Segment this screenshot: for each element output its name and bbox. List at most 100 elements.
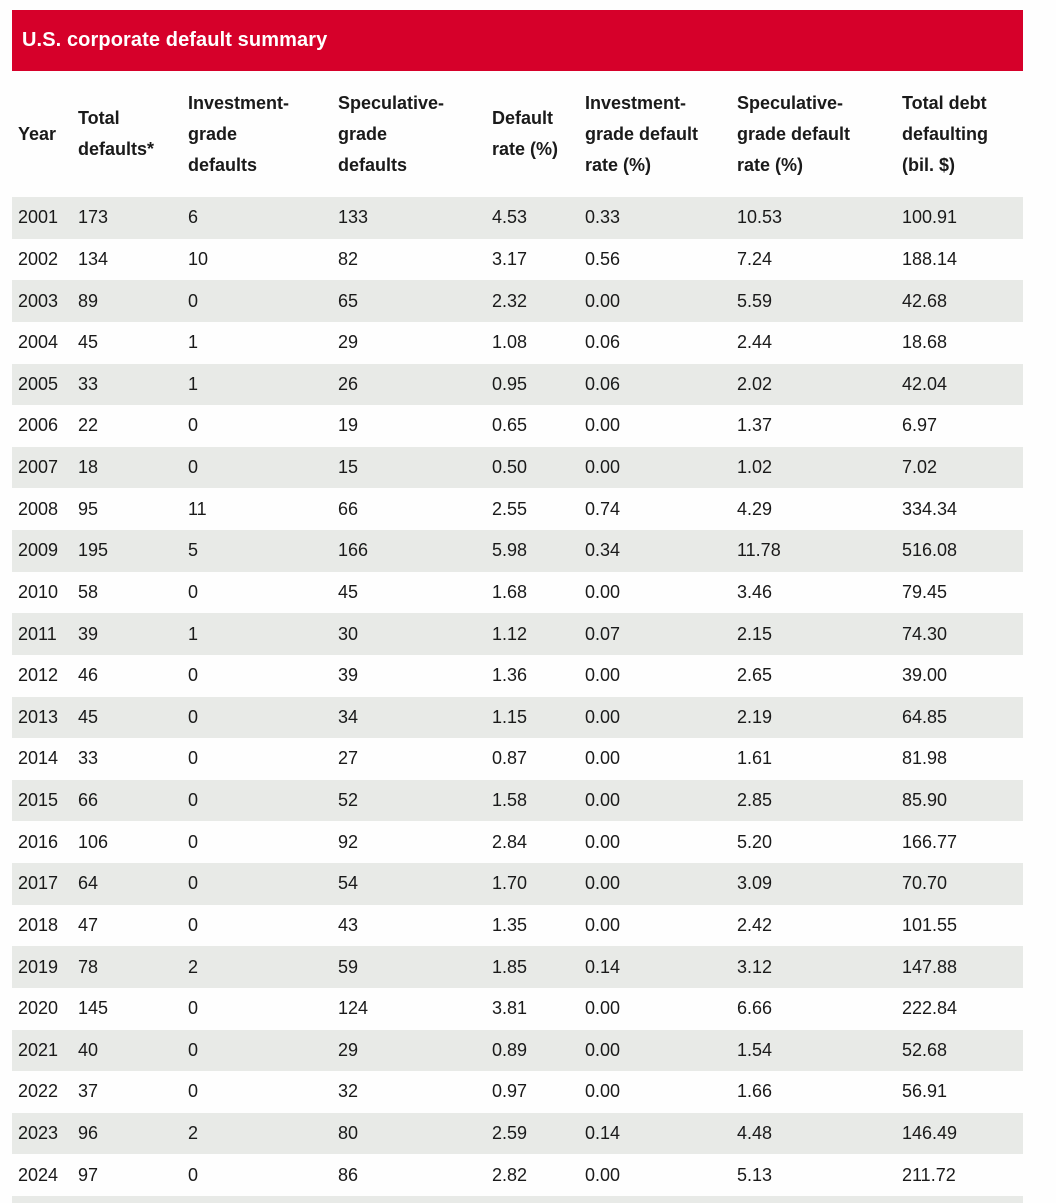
- cell-default-rate: 1.68: [492, 581, 528, 602]
- table-row-2010: 2010 58 0 45 1.68 0.00 3.46 79.45: [12, 572, 1023, 614]
- column-header-total-defaults: Total defaults*: [78, 108, 155, 159]
- cell-sg-defaults: 27: [338, 748, 359, 769]
- table-row-2018: 2018 47 0 43 1.35 0.00 2.42 101.55: [12, 905, 1023, 947]
- cell-sg-default-rate: 2.65: [737, 665, 773, 686]
- cell-ig-defaults: 0: [188, 665, 199, 686]
- cell-sg-defaults: 32: [338, 1081, 359, 1102]
- cell-ig-defaults: 10: [188, 248, 209, 269]
- cell-sg-default-rate: 1.66: [737, 1081, 773, 1102]
- cell-year: 2023: [18, 1123, 59, 1144]
- cell-total-defaults: 195: [78, 540, 109, 561]
- cell-ig-defaults: 0: [188, 998, 199, 1019]
- cell-default-rate: 2.59: [492, 1123, 528, 1144]
- cell-default-rate: 2.32: [492, 290, 528, 311]
- cell-total-defaults: 106: [78, 831, 109, 852]
- cell-sg-defaults: 19: [338, 415, 359, 436]
- cell-year: 2008: [18, 498, 59, 519]
- cell-ig-default-rate: 0.06: [585, 332, 621, 353]
- table-row-2002: 2002 134 10 82 3.17 0.56 7.24 188.14: [12, 239, 1023, 281]
- cell-total-defaults: 97: [78, 1164, 99, 1185]
- cell-total-debt: 101.55: [902, 914, 958, 935]
- cell-total-defaults: 89: [78, 290, 99, 311]
- cell-ig-defaults: 0: [188, 1039, 199, 1060]
- cell-total-debt: 56.91: [902, 1081, 948, 1102]
- cell-ig-default-rate: 0.00: [585, 581, 621, 602]
- cell-sg-default-rate: 4.29: [737, 498, 773, 519]
- table-row-2016: 2016 106 0 92 2.84 0.00 5.20 166.77: [12, 821, 1023, 863]
- cell-year: 2017: [18, 873, 59, 894]
- cell-sg-defaults: 39: [338, 665, 359, 686]
- cell-ig-defaults: 0: [188, 1081, 199, 1102]
- cell-total-debt: 147.88: [902, 956, 958, 977]
- cell-default-rate: 0.65: [492, 415, 528, 436]
- cell-sg-defaults: 65: [338, 290, 359, 311]
- cell-year: 2022: [18, 1081, 59, 1102]
- cell-default-rate: 3.17: [492, 248, 528, 269]
- cell-ig-default-rate: 0.00: [585, 457, 621, 478]
- cell-sg-default-rate: 6.66: [737, 998, 773, 1019]
- table-row-2004: 2004 45 1 29 1.08 0.06 2.44 18.68: [12, 322, 1023, 364]
- table-row-2024: 2024 97 0 86 2.82 0.00 5.13 211.72: [12, 1154, 1023, 1196]
- cell-sg-default-rate: 1.54: [737, 1039, 773, 1060]
- cell-default-rate: 0.97: [492, 1081, 528, 1102]
- cell-total-defaults: 64: [78, 873, 99, 894]
- cell-year: 2021: [18, 1039, 59, 1060]
- cell-sg-default-rate: 4.48: [737, 1123, 773, 1144]
- cell-sg-defaults: 59: [338, 956, 359, 977]
- cell-total-defaults: 22: [78, 415, 99, 436]
- cell-ig-defaults: 6: [188, 207, 199, 228]
- cell-year: 2007: [18, 457, 59, 478]
- cell-total-debt: 70.70: [902, 873, 948, 894]
- column-header-sg-default-rate: Speculative-grade default rate (%): [737, 92, 851, 175]
- column-header-total-debt: Total debt defaulting (bil. $): [902, 92, 988, 175]
- cell-total-debt: 42.68: [902, 290, 948, 311]
- cell-default-rate: 0.95: [492, 373, 528, 394]
- cell-year: 2018: [18, 914, 59, 935]
- cell-default-rate: 1.70: [492, 873, 528, 894]
- cell-ig-defaults: 0: [188, 415, 199, 436]
- cell-sg-default-rate: 5.20: [737, 831, 773, 852]
- cell-total-debt: 516.08: [902, 540, 958, 561]
- cell-year: 2014: [18, 748, 59, 769]
- table-row-2011: 2011 39 1 30 1.12 0.07 2.15 74.30: [12, 613, 1023, 655]
- cell-default-rate: 2.82: [492, 1164, 528, 1185]
- cell-total-defaults: 45: [78, 706, 99, 727]
- cell-ig-defaults: 0: [188, 706, 199, 727]
- cell-ig-default-rate: 0.00: [585, 665, 621, 686]
- cell-ig-defaults: 0: [188, 873, 199, 894]
- cell-total-debt: 6.97: [902, 415, 938, 436]
- cell-default-rate: 1.58: [492, 790, 528, 811]
- table-row-2023: 2023 96 2 80 2.59 0.14 4.48 146.49: [12, 1112, 1023, 1155]
- cell-ig-defaults: 0: [188, 457, 199, 478]
- table-row-2003: 2003 89 0 65 2.32 0.00 5.59 42.68: [12, 280, 1023, 322]
- cell-sg-default-rate: 1.02: [737, 457, 773, 478]
- cell-ig-default-rate: 0.14: [585, 956, 621, 977]
- cell-ig-default-rate: 0.56: [585, 248, 621, 269]
- column-header-year: Year: [18, 123, 57, 144]
- cell-total-debt: 334.34: [902, 498, 958, 519]
- table-row-2019: 2019 78 2 59 1.85 0.14 3.12 147.88: [12, 946, 1023, 988]
- cell-sg-defaults: 124: [338, 998, 369, 1019]
- cell-default-rate: 1.15: [492, 706, 528, 727]
- cell-total-defaults: 173: [78, 207, 109, 228]
- table-row-2007: 2007 18 0 15 0.50 0.00 1.02 7.02: [12, 446, 1023, 489]
- cell-ig-defaults: 0: [188, 581, 199, 602]
- cell-total-debt: 39.00: [902, 665, 948, 686]
- cell-total-defaults: 18: [78, 457, 99, 478]
- cell-sg-default-rate: 5.13: [737, 1164, 773, 1185]
- cell-year: 2015: [18, 790, 59, 811]
- cell-total-defaults: 95: [78, 498, 99, 519]
- table-row-2008: 2008 95 11 66 2.55 0.74 4.29 334.34: [12, 488, 1023, 530]
- cell-default-rate: 4.53: [492, 207, 528, 228]
- table-body: 2001 173 6 133 4.53 0.33 10.53 100.91 2002 134 10 8…: [12, 197, 1023, 1196]
- cell-total-debt: 85.90: [902, 790, 948, 811]
- table-row-2006: 2006 22 0 19 0.65 0.00 1.37 6.97: [12, 405, 1023, 447]
- cell-total-defaults: 37: [78, 1081, 99, 1102]
- cell-year: 2024: [18, 1164, 59, 1185]
- cell-sg-default-rate: 3.46: [737, 581, 773, 602]
- cell-ig-default-rate: 0.00: [585, 1081, 621, 1102]
- table-row-2022: 2022 37 0 32 0.97 0.00 1.66 56.91: [12, 1071, 1023, 1113]
- cell-year: 2016: [18, 831, 59, 852]
- cell-total-defaults: 78: [78, 956, 99, 977]
- cell-total-debt: 100.91: [902, 207, 958, 228]
